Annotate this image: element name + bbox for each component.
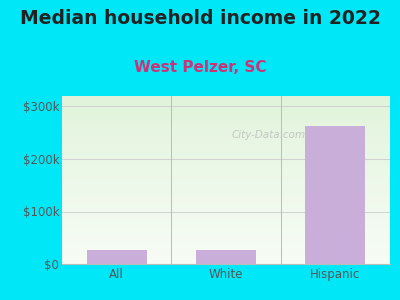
- Text: City-Data.com: City-Data.com: [232, 130, 306, 140]
- Bar: [305, 126, 366, 264]
- Bar: [196, 250, 256, 264]
- Text: Median household income in 2022: Median household income in 2022: [20, 9, 380, 28]
- Bar: [86, 250, 147, 264]
- Text: West Pelzer, SC: West Pelzer, SC: [134, 60, 266, 75]
